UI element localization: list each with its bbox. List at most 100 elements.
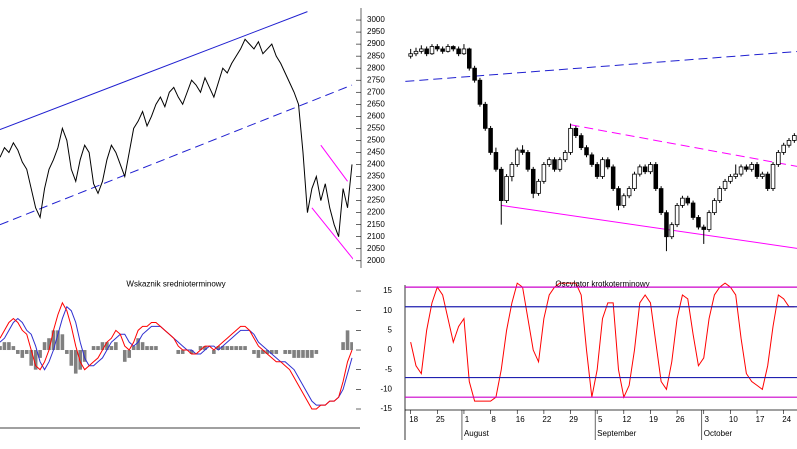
data-line (410, 282, 795, 402)
y-tick-label: 10 (383, 306, 392, 315)
candle-body (589, 154, 595, 165)
x-tick-label: 1 (465, 415, 470, 424)
candle-body (738, 166, 744, 175)
histogram-bar (229, 346, 234, 351)
x-tick-label: 12 (622, 415, 631, 424)
trend-line (570, 124, 797, 167)
trend-line (501, 204, 797, 249)
candle-body (461, 48, 467, 55)
y-tick-label: 2500 (367, 136, 385, 145)
histogram-bar (310, 350, 314, 358)
candle-body (493, 152, 499, 170)
histogram-bar (234, 346, 238, 351)
x-tick-label: 26 (676, 415, 685, 424)
histogram-bar (314, 350, 319, 354)
y-tick-label: -15 (380, 404, 392, 413)
candle-body (733, 173, 738, 177)
candle-body (648, 164, 653, 173)
x-tick-label: 25 (436, 415, 445, 424)
candle-body (552, 159, 557, 170)
month-label: August (464, 429, 490, 438)
histogram-bar (149, 346, 154, 351)
candle-body (488, 127, 493, 153)
candle-body (498, 168, 504, 201)
candle-body (520, 149, 525, 153)
x-tick-label: 10 (729, 415, 738, 424)
candle-body (690, 202, 696, 218)
candle-body (435, 46, 440, 50)
y-tick-label: 2800 (367, 63, 385, 72)
candle-body (424, 48, 429, 55)
histogram-bar (256, 350, 261, 358)
candle-body (760, 173, 765, 177)
histogram-bar (189, 350, 194, 354)
y-tick-label: 2050 (367, 244, 385, 253)
candle-body (642, 166, 648, 173)
plot-area (405, 44, 797, 252)
candle-body (504, 176, 509, 201)
y-tick-label: 2750 (367, 75, 385, 84)
candle-body (728, 176, 733, 182)
histogram-bar (60, 334, 65, 351)
histogram-bar (114, 342, 118, 351)
histogram-bar (91, 346, 96, 351)
candle-body (413, 50, 419, 55)
x-tick-label: 29 (569, 415, 578, 424)
candle-body (674, 205, 680, 226)
x-tick-label: 22 (542, 415, 551, 424)
histogram-bar (56, 330, 60, 351)
histogram-bar (305, 350, 310, 358)
histogram-bar (238, 346, 243, 351)
histogram-bar (109, 346, 114, 351)
trend-line (405, 51, 797, 82)
candle-body (765, 173, 770, 189)
histogram-bar (269, 350, 274, 354)
y-tick-label: 2550 (367, 123, 385, 132)
candle-body (680, 197, 685, 206)
candle-body (706, 212, 712, 230)
histogram-bar (29, 350, 33, 366)
candle-body (653, 164, 659, 189)
y-tick-label: 2900 (367, 39, 385, 48)
oscillator-line (0, 305, 353, 406)
candle-body (451, 46, 456, 50)
candle-body (594, 164, 600, 177)
plot-area (410, 282, 795, 402)
histogram-bar (274, 350, 279, 354)
candle-body (600, 159, 605, 177)
candle-body (514, 149, 520, 165)
candle-body (616, 188, 621, 206)
histogram-bar (220, 346, 225, 351)
candle-body (568, 127, 573, 153)
y-tick-label: 5 (388, 325, 393, 334)
candle-body (664, 212, 669, 238)
candle-body (525, 152, 531, 170)
trend-line (320, 144, 348, 182)
oscillator-line (0, 301, 353, 410)
histogram-bar (296, 350, 301, 358)
data-line (0, 38, 353, 237)
histogram-bar (154, 346, 158, 351)
candle-body (722, 180, 728, 189)
histogram-bar (47, 338, 51, 351)
histogram-bar (212, 350, 216, 354)
candle-body (744, 166, 749, 170)
histogram-bar (0, 346, 2, 351)
y-tick-label: 2100 (367, 232, 385, 241)
histogram-bar (140, 342, 145, 351)
candle-body (536, 180, 541, 194)
histogram-bar (20, 350, 25, 358)
histogram-bar (198, 346, 203, 351)
candle-body (685, 197, 691, 204)
panel-title: Oscylator krotkoterminowy (555, 279, 649, 288)
histogram-bar (283, 350, 287, 354)
candle-body (621, 195, 627, 206)
histogram-bar (265, 350, 270, 354)
plot-area (0, 301, 353, 410)
x-tick-label: 5 (598, 415, 603, 424)
candle-body (445, 46, 451, 52)
histogram-bar (131, 346, 136, 351)
candle-body (792, 135, 797, 141)
histogram-bar (2, 342, 7, 351)
histogram-bar (261, 350, 265, 354)
